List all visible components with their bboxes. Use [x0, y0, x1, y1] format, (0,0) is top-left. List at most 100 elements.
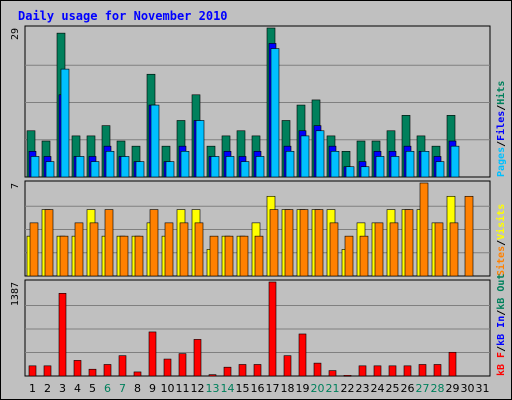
x-day-label: 9: [149, 382, 156, 395]
bar-pages-day-27: [420, 151, 430, 178]
bar-pages-day-22: [345, 166, 355, 178]
bar-sites-day-9: [149, 209, 159, 277]
bar-kb-f-day-28: [433, 364, 442, 377]
x-day-label: 7: [119, 382, 126, 395]
chart-title: Daily usage for November 2010: [18, 9, 228, 23]
y-tick-label: 29: [10, 28, 21, 40]
bar-pages-day-8: [135, 161, 145, 178]
bar-sites-day-17: [269, 209, 279, 277]
bar-sites-day-1: [29, 222, 39, 277]
bar-kb-f-day-14: [223, 366, 232, 377]
bar-kb-f-day-21: [328, 370, 337, 377]
bar-sites-day-13: [209, 235, 219, 277]
bar-kb-f-day-18: [283, 355, 292, 377]
bar-sites-day-6: [104, 209, 114, 277]
bar-sites-day-25: [389, 222, 399, 277]
x-day-label: 20: [311, 382, 325, 395]
bar-sites-day-28: [434, 222, 444, 277]
bar-pages-day-20: [315, 130, 325, 178]
bar-pages-day-12: [195, 120, 205, 178]
legend-entry: kB F: [496, 352, 507, 376]
x-day-label: 10: [161, 382, 175, 395]
bar-sites-day-15: [239, 235, 249, 277]
bar-kb-f-day-6: [103, 364, 112, 377]
x-day-label: 18: [281, 382, 295, 395]
bar-pages-day-16: [255, 156, 265, 178]
bar-sites-day-3: [59, 235, 69, 277]
x-day-label: 15: [236, 382, 250, 395]
legend-entry: Visits: [495, 204, 507, 240]
bar-pages-day-17: [270, 48, 280, 178]
x-day-label: 1: [29, 382, 36, 395]
x-day-label: 5: [89, 382, 96, 395]
bar-sites-day-7: [119, 235, 129, 277]
bar-sites-day-5: [89, 222, 99, 277]
bar-pages-day-24: [375, 156, 385, 178]
bar-sites-day-27: [419, 182, 429, 277]
bar-kb-f-day-3: [58, 293, 67, 377]
bar-sites-day-26: [404, 209, 414, 277]
bar-kb-f-day-20: [313, 362, 322, 377]
bar-kb-f-day-27: [418, 364, 427, 377]
x-day-label: 13: [206, 382, 220, 395]
x-day-label: 8: [134, 382, 141, 395]
x-day-label: 28: [431, 382, 445, 395]
bar-kb-f-day-15: [238, 364, 247, 377]
x-day-label: 29: [446, 382, 460, 395]
legend-kbytes: kB F/kB In/kB Out: [496, 274, 507, 376]
bar-kb-f-day-5: [88, 368, 97, 377]
bar-pages-day-23: [360, 166, 370, 178]
legend-entry: Sites: [495, 246, 507, 276]
bar-kb-f-day-9: [148, 331, 157, 377]
bar-kb-f-day-23: [358, 365, 367, 377]
bar-kb-f-day-8: [133, 371, 142, 377]
x-day-label: 4: [74, 382, 81, 395]
legend-entry: kB Out: [496, 274, 507, 310]
bar-sites-day-11: [179, 222, 189, 277]
bar-kb-f-day-25: [388, 365, 397, 377]
bar-kb-f-day-16: [253, 364, 262, 377]
bar-pages-day-21: [330, 151, 340, 178]
bar-kb-f-day-29: [448, 351, 457, 377]
bar-sites-day-16: [254, 235, 264, 277]
bar-sites-day-19: [299, 209, 309, 277]
bar-sites-day-22: [344, 235, 354, 277]
bar-kb-f-day-12: [193, 339, 202, 377]
x-day-label: 24: [371, 382, 385, 395]
bar-pages-day-5: [90, 161, 100, 178]
legend-visits_sites: Sites/Visits: [495, 204, 507, 276]
legend-entry: /: [496, 141, 507, 147]
x-day-label: 22: [341, 382, 355, 395]
x-day-label: 27: [416, 382, 430, 395]
x-day-label: 3: [59, 382, 66, 395]
bar-pages-day-28: [435, 161, 445, 178]
legend-entry: /: [496, 105, 507, 111]
bar-sites-day-4: [74, 222, 84, 277]
x-day-label: 31: [476, 382, 490, 395]
legend-hits_files_pages: Pages/Files/Hits: [495, 81, 507, 177]
x-day-label: 12: [191, 382, 205, 395]
legend-entry: Pages: [496, 147, 507, 177]
bar-sites-day-14: [224, 235, 234, 277]
bar-sites-day-23: [359, 235, 369, 277]
bar-sites-day-21: [329, 222, 339, 277]
bar-sites-day-2: [44, 209, 54, 277]
bar-kb-f-day-24: [373, 365, 382, 377]
bar-pages-day-9: [150, 104, 160, 178]
bar-pages-day-11: [180, 151, 190, 178]
bar-kb-f-day-26: [403, 365, 412, 377]
x-day-label: 19: [296, 382, 310, 395]
bar-pages-day-2: [45, 161, 55, 178]
bar-pages-day-14: [225, 156, 235, 178]
legend-entry: Files: [495, 111, 507, 141]
x-day-label: 16: [251, 382, 265, 395]
legend-entry: kB In: [496, 316, 507, 346]
bar-pages-day-19: [300, 135, 310, 178]
bar-pages-day-29: [450, 145, 460, 178]
x-day-label: 2: [44, 382, 51, 395]
bar-kb-f-day-19: [298, 333, 307, 377]
bar-pages-day-6: [105, 151, 115, 178]
